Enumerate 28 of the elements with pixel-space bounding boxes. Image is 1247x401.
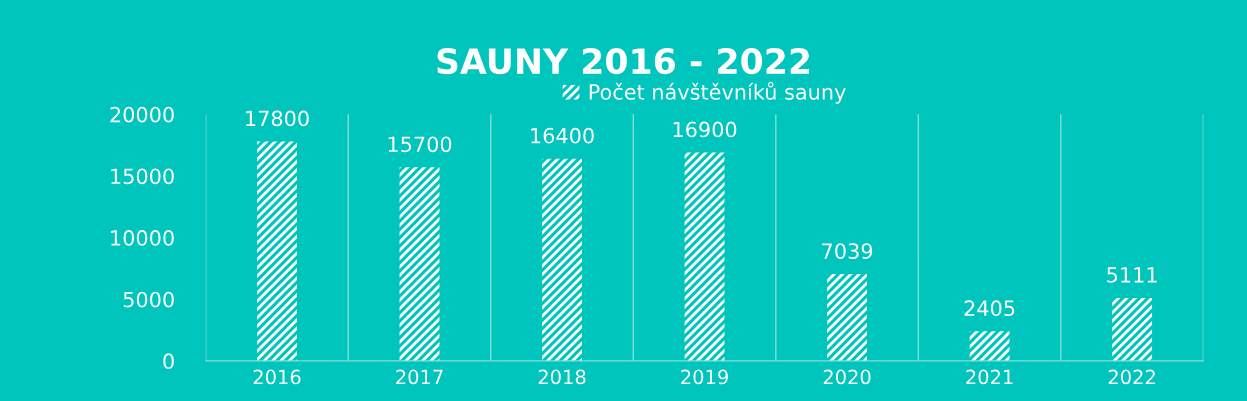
x-tick-label: 2018	[538, 369, 586, 385]
data-label: 5111	[1107, 267, 1157, 283]
data-label: 16400	[531, 127, 594, 144]
y-tick-label: 15000	[111, 168, 174, 185]
y-tick-label: 20000	[110, 106, 174, 123]
bar	[399, 167, 440, 361]
bar	[827, 274, 868, 361]
chart-title: SAUNY 2016 - 2022	[437, 47, 810, 75]
x-tick-label: 2019	[681, 369, 728, 385]
bar	[969, 331, 1010, 361]
x-tick-label: 2022	[1108, 369, 1155, 385]
bar	[684, 152, 725, 361]
y-tick-label: 5000	[123, 291, 174, 308]
y-tick-label: 0	[163, 353, 174, 370]
data-label: 17800	[246, 110, 309, 127]
y-tick-label: 10000	[111, 230, 174, 246]
x-tick-label: 2016	[253, 369, 301, 385]
bar	[1112, 297, 1153, 361]
x-tick-label: 2020	[823, 369, 871, 385]
bar	[257, 141, 297, 361]
bar	[542, 158, 582, 361]
data-label: 2405	[964, 300, 1015, 317]
data-label: 15700	[388, 136, 452, 153]
data-label: 16900	[673, 121, 737, 138]
data-label: 7039	[822, 243, 873, 259]
x-tick-label: 2021	[966, 369, 1013, 385]
x-tick-label: 2017	[396, 369, 443, 385]
legend-label: Počet návštěvníků sauny	[589, 81, 846, 104]
